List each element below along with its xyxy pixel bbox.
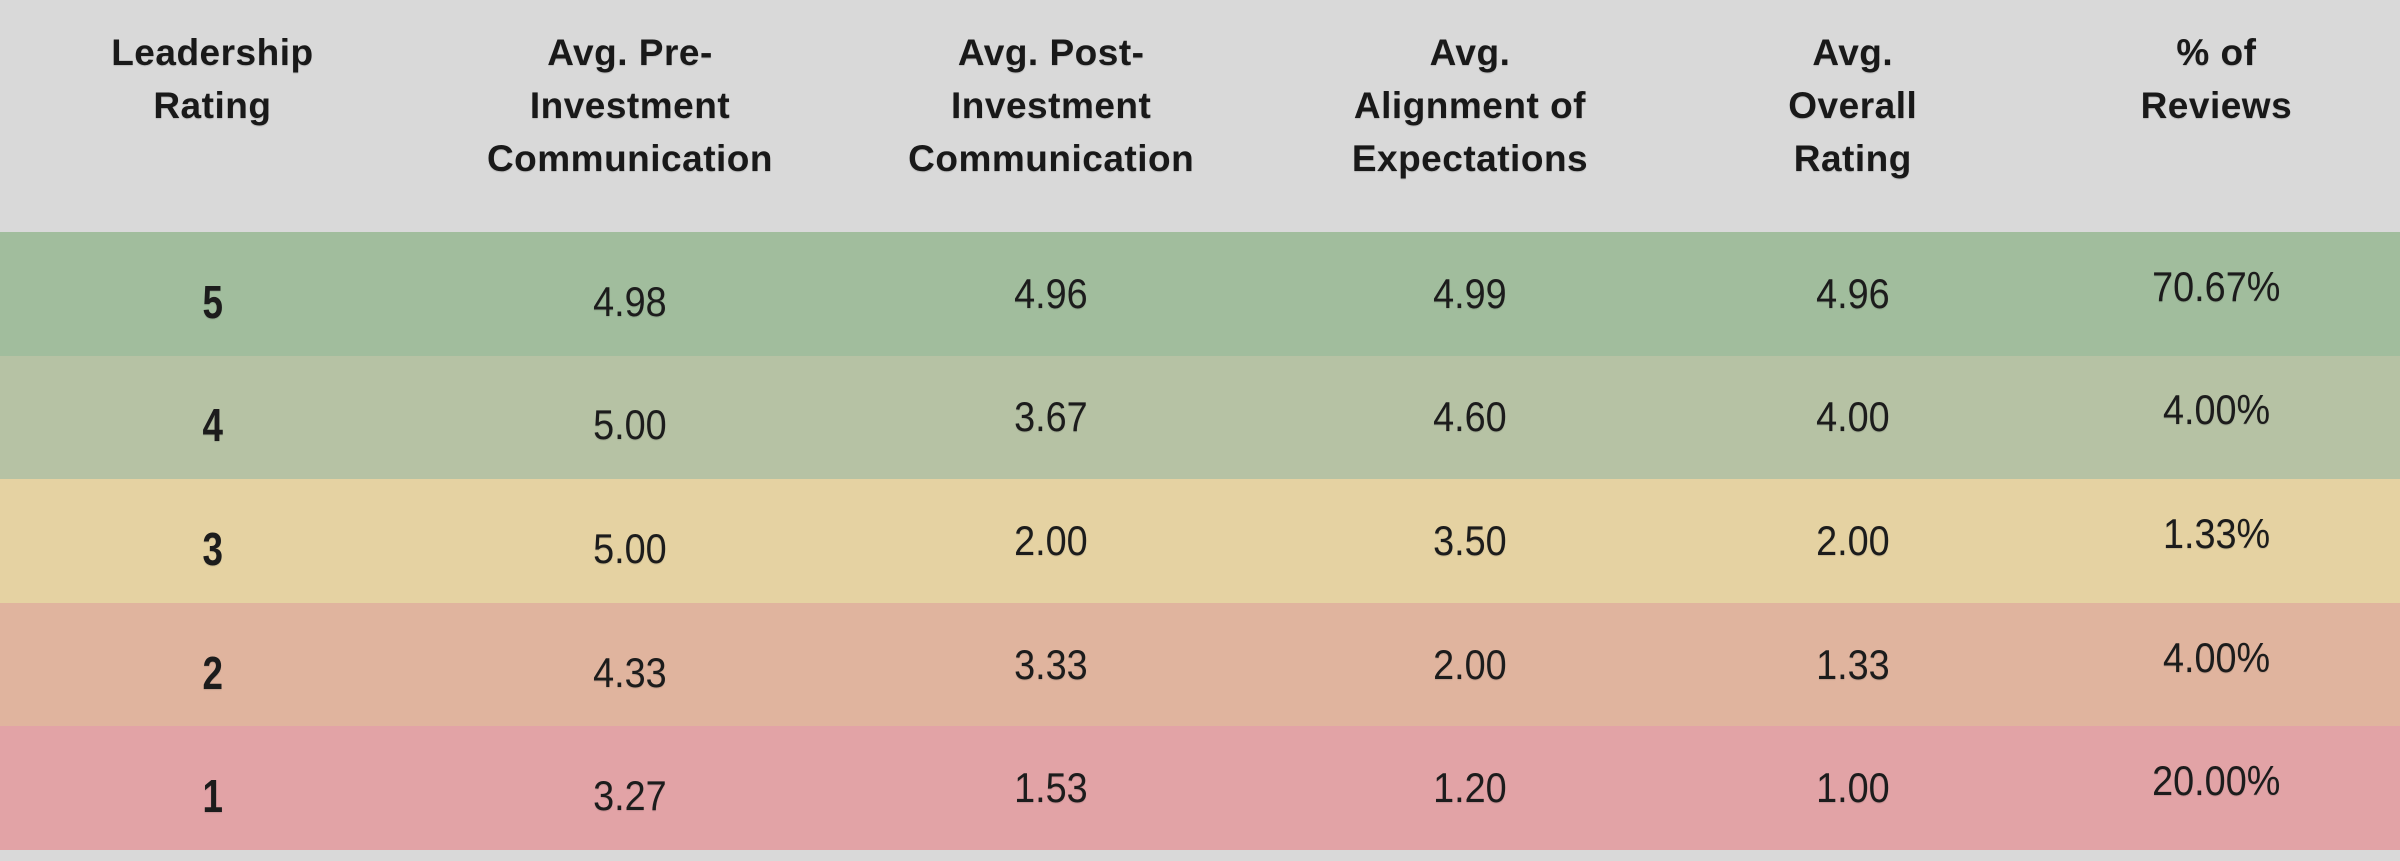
cell-rating: 3 — [0, 479, 425, 603]
cell-overall: 2.00 — [1673, 479, 2033, 603]
overall-value: 2.00 — [1815, 516, 1890, 564]
post-comm-value: 4.96 — [1014, 269, 1088, 317]
pre-comm-value: 4.98 — [593, 277, 667, 325]
pct-reviews-value: 1.33% — [2162, 509, 2270, 557]
row-rating-3: 3 5.00 2.00 3.50 2.00 1.33% — [0, 479, 2400, 603]
cell-pre-comm: 4.98 — [425, 232, 835, 356]
header-cell-avg-alignment-of-expectations: Avg. Alignment of Expectations — [1351, 32, 1589, 179]
post-comm-value: 3.33 — [1014, 640, 1088, 688]
header-cell-leadership-rating: Leadership Rating — [111, 32, 314, 126]
overall-value: 4.00 — [1815, 393, 1890, 441]
post-comm-value: 1.53 — [1014, 764, 1088, 812]
cell-overall: 1.33 — [1673, 603, 2033, 727]
row-rating-5: 5 4.98 4.96 4.99 4.96 70.67% — [0, 232, 2400, 356]
alignment-value: 1.20 — [1433, 764, 1507, 812]
cell-overall: 4.96 — [1673, 232, 2033, 356]
cell-alignment: 3.50 — [1267, 479, 1673, 603]
pre-comm-value: 4.33 — [593, 648, 667, 696]
alignment-value: 4.99 — [1433, 269, 1507, 317]
bottom-margin-strip — [0, 849, 2400, 861]
row-rating-1: 1 3.27 1.53 1.20 1.00 20.00% — [0, 726, 2400, 850]
rating-value: 2 — [202, 646, 223, 699]
rating-value: 5 — [202, 275, 223, 328]
header-cell-avg-pre-investment-communication: Avg. Pre- Investment Communication — [486, 32, 774, 179]
cell-alignment: 2.00 — [1267, 603, 1673, 727]
alignment-value: 4.60 — [1433, 393, 1507, 441]
pct-reviews-value: 70.67% — [2152, 262, 2281, 310]
cell-rating: 5 — [0, 232, 425, 356]
pre-comm-value: 5.00 — [593, 524, 667, 572]
cell-pre-comm: 3.27 — [425, 726, 835, 850]
cell-rating: 4 — [0, 356, 425, 480]
cell-alignment: 4.99 — [1267, 232, 1673, 356]
table-header-row: Leadership Rating Avg. Pre- Investment C… — [0, 0, 2400, 232]
pct-reviews-value: 4.00% — [2162, 633, 2270, 681]
cell-rating: 2 — [0, 603, 425, 727]
cell-overall: 1.00 — [1673, 726, 2033, 850]
cell-overall: 4.00 — [1673, 356, 2033, 480]
post-comm-value: 3.67 — [1014, 393, 1088, 441]
cell-pct-reviews: 4.00% — [2033, 356, 2400, 480]
header-cell-percent-of-reviews: % of Reviews — [2140, 32, 2293, 126]
cell-pct-reviews: 4.00% — [2033, 603, 2400, 727]
rating-value: 1 — [202, 770, 223, 823]
cell-alignment: 1.20 — [1267, 726, 1673, 850]
cell-post-comm: 1.53 — [835, 726, 1267, 850]
cell-post-comm: 3.67 — [835, 356, 1267, 480]
overall-value: 1.33 — [1815, 640, 1890, 688]
cell-post-comm: 2.00 — [835, 479, 1267, 603]
pre-comm-value: 3.27 — [593, 772, 667, 820]
cell-post-comm: 4.96 — [835, 232, 1267, 356]
cell-pre-comm: 4.33 — [425, 603, 835, 727]
header-cell-avg-post-investment-communication: Avg. Post- Investment Communication — [908, 32, 1195, 179]
pct-reviews-value: 20.00% — [2152, 757, 2281, 805]
row-rating-4: 4 5.00 3.67 4.60 4.00 4.00% — [0, 355, 2400, 480]
cell-pct-reviews: 1.33% — [2033, 479, 2400, 603]
overall-value: 1.00 — [1815, 764, 1890, 812]
overall-value: 4.96 — [1815, 269, 1890, 317]
cell-alignment: 4.60 — [1267, 356, 1673, 480]
post-comm-value: 2.00 — [1014, 516, 1088, 564]
rating-value: 3 — [202, 522, 223, 575]
row-rating-2: 2 4.33 3.33 2.00 1.33 4.00% — [0, 602, 2400, 727]
cell-rating: 1 — [0, 726, 425, 850]
cell-pct-reviews: 70.67% — [2033, 232, 2400, 356]
cell-pct-reviews: 20.00% — [2033, 726, 2400, 850]
rating-value: 4 — [202, 399, 223, 452]
pre-comm-value: 5.00 — [593, 401, 667, 449]
cell-pre-comm: 5.00 — [425, 356, 835, 480]
alignment-value: 3.50 — [1433, 516, 1507, 564]
alignment-value: 2.00 — [1433, 640, 1507, 688]
cell-pre-comm: 5.00 — [425, 479, 835, 603]
header-cell-avg-overall-rating: Avg. Overall Rating — [1788, 32, 1918, 179]
pct-reviews-value: 4.00% — [2162, 386, 2270, 434]
cell-post-comm: 3.33 — [835, 603, 1267, 727]
